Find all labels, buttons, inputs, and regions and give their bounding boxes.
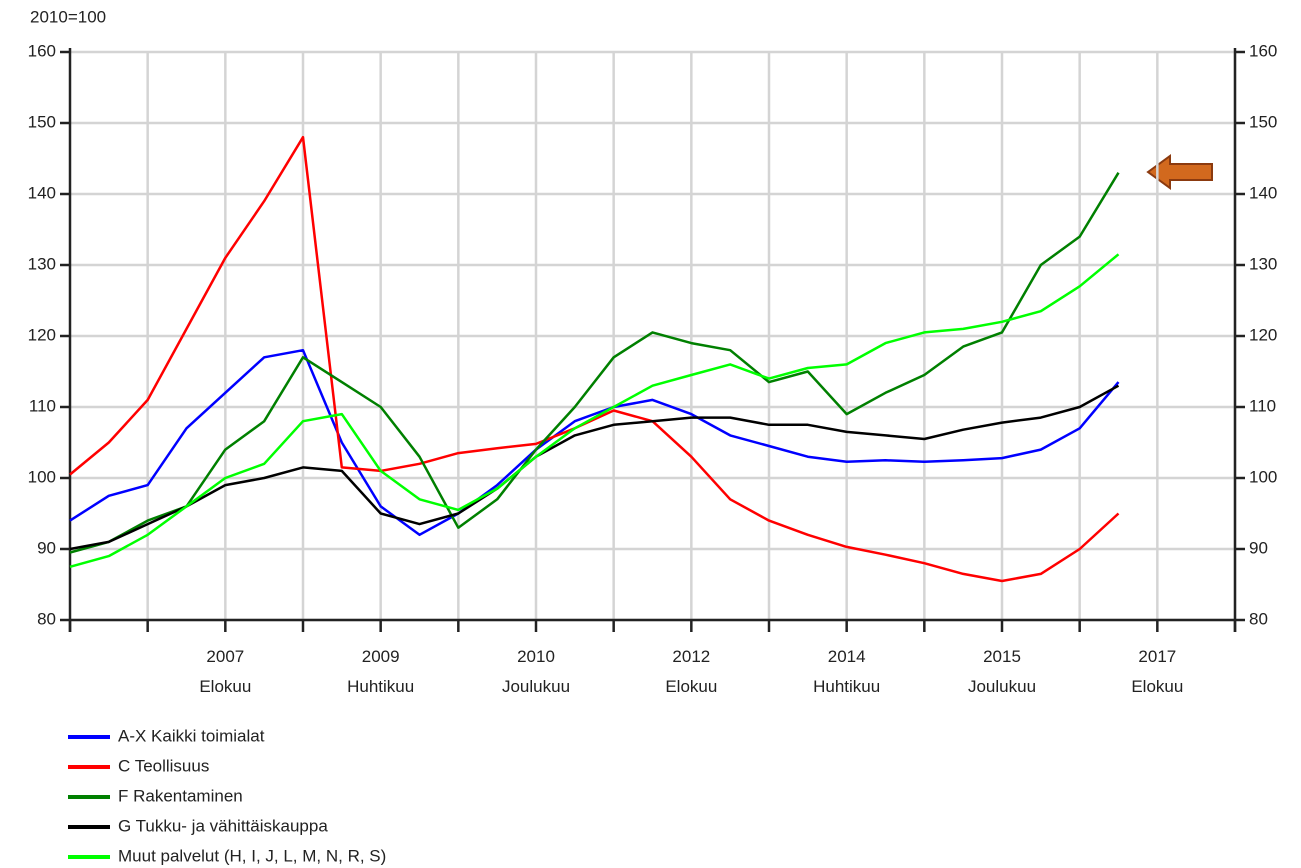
y-tick-label: 130 [28, 254, 56, 273]
y2-tick-label: 120 [1249, 325, 1277, 344]
y2-tick-label: 130 [1249, 254, 1277, 273]
series-line [69, 135, 1120, 583]
y-axis-label: 2010=100 [30, 7, 106, 26]
x-tick-label: 2010 Joulukuu [502, 647, 570, 696]
y2-tick-label: 90 [1249, 538, 1268, 557]
y-tick-label: 80 [37, 609, 56, 628]
x-tick-label: 2017 Elokuu [1131, 647, 1183, 696]
series-line [69, 384, 1120, 551]
y-tick-label: 110 [29, 396, 56, 415]
x-tick-label: 2014 Huhtikuu [813, 647, 880, 696]
x-tick-label: 2009 Huhtikuu [347, 647, 414, 696]
series-line [69, 348, 1120, 537]
y2-tick-label: 80 [1249, 609, 1268, 628]
x-tick-label: 2007 Elokuu [199, 647, 251, 696]
y2-tick-label: 160 [1249, 41, 1277, 60]
legend-label: F Rakentaminen [118, 786, 243, 805]
y2-tick-label: 110 [1249, 396, 1276, 415]
x-tick-label: 2012 Elokuu [665, 647, 717, 696]
y-tick-label: 90 [37, 538, 56, 557]
y-tick-label: 100 [28, 467, 56, 486]
legend-label: G Tukku- ja vähittäiskauppa [118, 816, 328, 835]
series-line [69, 172, 1120, 554]
y2-tick-label: 140 [1249, 183, 1277, 202]
y-tick-label: 140 [28, 183, 56, 202]
y-tick-label: 160 [28, 41, 56, 60]
arrow-annotation [1146, 154, 1213, 190]
y-tick-label: 120 [28, 325, 56, 344]
x-tick-label: 2015 Joulukuu [968, 647, 1036, 696]
legend-label: Muut palvelut (H, I, J, L, M, N, R, S) [118, 846, 386, 865]
legend-label: C Teollisuus [118, 756, 209, 775]
y-tick-label: 150 [28, 112, 56, 131]
legend-label: A-X Kaikki toimialat [118, 726, 265, 745]
y2-tick-label: 150 [1249, 112, 1277, 131]
series-line [69, 253, 1120, 569]
y2-tick-label: 100 [1249, 467, 1277, 486]
